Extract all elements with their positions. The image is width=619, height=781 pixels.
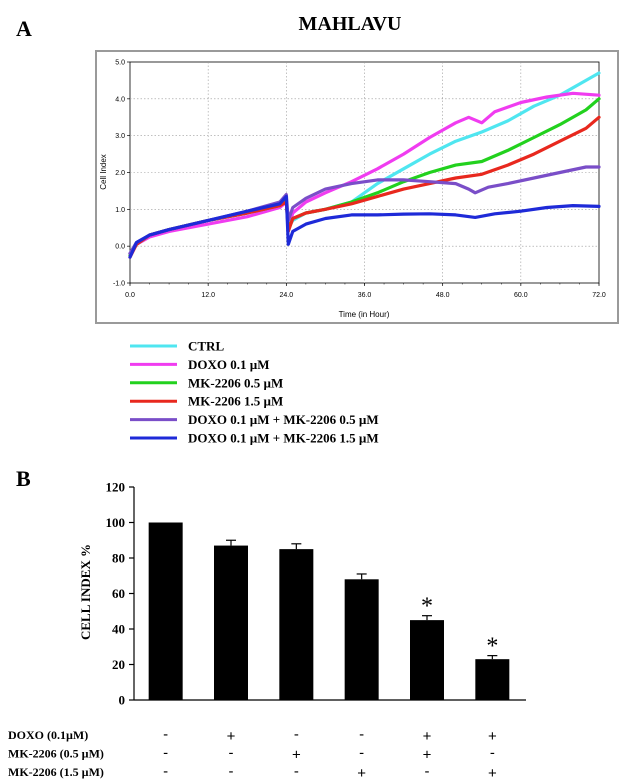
chart-a-x-tick-label: 48.0 <box>436 292 450 299</box>
chart-a-y-tick-label: -1.0 <box>113 281 125 288</box>
chart-b-bar-5 <box>410 620 444 700</box>
chart-b-bar-3 <box>279 549 314 700</box>
legend-label-2: DOXO 0.1 µM <box>188 357 270 372</box>
condition-sign: + <box>292 747 301 764</box>
chart-a-x-tick-label: 60.0 <box>514 292 528 299</box>
condition-sign: - <box>359 726 364 743</box>
condition-sign: + <box>357 765 366 781</box>
chart-a-x-tick-label: 24.0 <box>280 292 294 299</box>
condition-sign: - <box>163 726 168 743</box>
chart-b-bar-4 <box>344 579 379 700</box>
condition-sign: - <box>359 745 364 762</box>
condition-sign: - <box>294 763 299 780</box>
chart-b-bar-1 <box>148 522 183 700</box>
legend-label-5: DOXO 0.1 µM + MK-2206 0.5 µM <box>188 412 379 427</box>
chart-b-bar-2 <box>214 545 248 700</box>
chart-b-significance-5: * <box>421 594 433 620</box>
chart-a-x-ticks: 0.0 12.0 24.0 36.0 48.0 60.0 72.0 <box>125 283 606 299</box>
chart-a-y-tick-label: 2.0 <box>115 170 125 177</box>
condition-label-1: DOXO (0.1µM) <box>8 728 88 742</box>
chart-b-bars: ** <box>148 522 510 700</box>
condition-sign: - <box>163 763 168 780</box>
chart-a-y-tick-label: 0.0 <box>115 244 125 251</box>
chart-b-significance-6: * <box>486 634 498 660</box>
chart-b-y-tick-label: 80 <box>112 551 125 566</box>
chart-b-y-tick-label: 0 <box>119 693 126 708</box>
chart-a-x-label: Time (in Hour) <box>339 310 390 319</box>
chart-a-legend: CTRL DOXO 0.1 µM MK-2206 0.5 µM MK-2206 1.5… <box>130 339 379 446</box>
chart-b-axes: 0 20 40 60 80 100 120 <box>106 480 526 708</box>
chart-b-y-tick-label: 60 <box>112 586 125 601</box>
chart-b-bar-6 <box>475 659 510 700</box>
condition-label-2: MK-2206 (0.5 µM) <box>8 747 104 761</box>
chart-a-x-tick-label: 72.0 <box>592 292 606 299</box>
legend-label-4: MK-2206 1.5 µM <box>188 394 283 409</box>
chart-a-y-tick-label: 1.0 <box>115 207 125 214</box>
condition-sign: - <box>294 726 299 743</box>
chart-b-y-tick-label: 40 <box>112 622 125 637</box>
chart-b-conditions: DOXO (0.1µM) - + - - + +MK-2206 (0.5 µM) - - + - + -… <box>8 726 497 781</box>
condition-sign: + <box>227 728 236 745</box>
condition-sign: + <box>423 747 432 764</box>
chart-a-series <box>128 71 601 259</box>
legend-label-6: DOXO 0.1 µM + MK-2206 1.5 µM <box>188 431 379 446</box>
chart-a-series-line-6 <box>128 194 601 259</box>
chart-a-x-tick-label: 12.0 <box>201 292 215 299</box>
chart-a-y-label: Cell Index <box>99 154 108 190</box>
legend-label-1: CTRL <box>188 339 224 354</box>
condition-sign: - <box>425 763 430 780</box>
panel-b-label: B <box>16 466 31 491</box>
chart-a-x-tick-label: 0.0 <box>125 292 135 299</box>
condition-sign: + <box>488 728 497 745</box>
condition-sign: - <box>163 745 168 762</box>
chart-a-y-tick-label: 5.0 <box>115 60 125 67</box>
chart-a-x-tick-label: 36.0 <box>358 292 372 299</box>
panel-a-label: A <box>16 16 32 41</box>
chart-a-y-tick-label: 3.0 <box>115 133 125 140</box>
chart-b-y-label: CELL INDEX % <box>78 544 93 640</box>
chart-a-grid <box>130 62 599 283</box>
condition-sign: - <box>229 763 234 780</box>
chart-b-y-tick-label: 100 <box>106 515 126 530</box>
condition-sign: + <box>423 728 432 745</box>
condition-sign: - <box>490 745 495 762</box>
condition-label-3: MK-2206 (1.5 µM) <box>8 765 104 779</box>
chart-a-y-ticks: -1.0 0.0 1.0 2.0 3.0 4.0 5.0 <box>113 60 130 288</box>
chart-b-y-tick-label: 20 <box>112 657 125 672</box>
chart-title: MAHLAVU <box>299 13 402 35</box>
chart-b-y-tick-label: 120 <box>106 480 126 495</box>
condition-sign: - <box>229 745 234 762</box>
condition-sign: + <box>488 765 497 781</box>
chart-a-y-tick-label: 4.0 <box>115 96 125 103</box>
legend-label-3: MK-2206 0.5 µM <box>188 375 283 390</box>
